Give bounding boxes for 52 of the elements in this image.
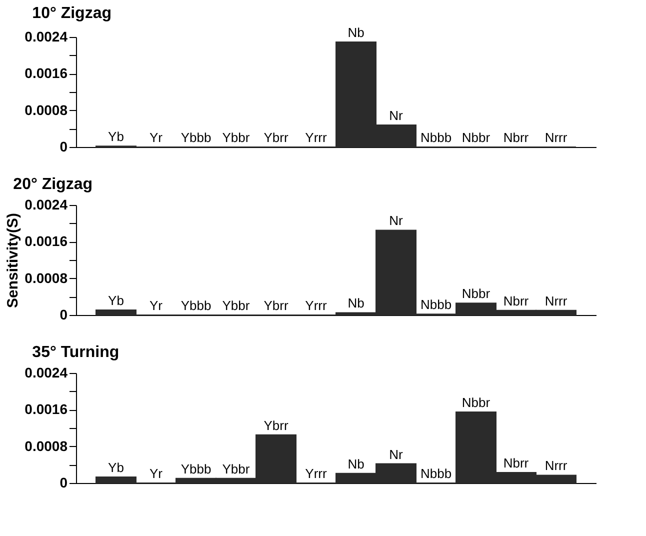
category-label: Nrrr: [544, 458, 568, 474]
chart-title: 35° Turning: [32, 344, 120, 361]
category-label: Ybrr: [264, 298, 288, 313]
category-label: Nr: [389, 446, 403, 462]
y-tick-label: 0.0008: [24, 438, 68, 454]
category-label: Nbrr: [503, 455, 529, 470]
category-label: Yb: [108, 292, 124, 308]
category-label: Yrrr: [305, 298, 327, 313]
category-label: Nbrr: [503, 293, 529, 308]
category-label: Ybbb: [180, 298, 212, 313]
category-label: Nb: [348, 296, 364, 311]
category-label: Ybbb: [180, 130, 212, 145]
category-label: Yb: [108, 129, 124, 144]
category-label: Nbbb: [420, 466, 452, 481]
category-label: Ybrr: [264, 418, 288, 433]
category-label: Nbrr: [503, 130, 529, 145]
category-label: Ybbr: [222, 461, 250, 476]
category-label: Nb: [348, 456, 364, 472]
y-tick-label: 0: [60, 474, 68, 490]
category-label: Nbbb: [420, 130, 452, 145]
y-tick-label: 0.0016: [24, 65, 68, 82]
category-label: Ybbb: [180, 461, 212, 476]
category-label: Yrrr: [305, 466, 327, 481]
y-tick-label: 0.0024: [24, 28, 68, 44]
category-label: Yr: [150, 466, 162, 481]
category-label: Yr: [150, 298, 162, 313]
chart-title: 20° Zigzag: [13, 176, 92, 193]
y-tick-label: 0.0016: [24, 401, 68, 418]
category-label: Nbbr: [462, 394, 490, 410]
y-tick-label: 0: [60, 306, 68, 322]
y-tick-label: 0.0016: [24, 233, 68, 250]
category-label: Yrrr: [305, 130, 327, 145]
y-tick-label: 0.0024: [24, 196, 68, 212]
y-axis-title: Sensitivity(S): [4, 212, 22, 308]
y-tick-label: 0.0008: [24, 270, 68, 286]
category-label: Nbbb: [420, 297, 452, 312]
category-label: Ybbr: [222, 130, 250, 145]
chart-title: 10° Zigzag: [32, 5, 112, 22]
y-tick-label: 0: [60, 138, 68, 154]
category-label: Nbbr: [462, 130, 490, 145]
category-label: Nbbr: [462, 286, 490, 302]
category-label: Nb: [348, 25, 364, 40]
category-label: Nrrr: [544, 293, 568, 308]
category-label: Ybrr: [264, 130, 288, 145]
category-label: Nr: [389, 108, 403, 123]
category-label: Nr: [389, 213, 403, 228]
y-tick-label: 0.0008: [24, 102, 68, 118]
y-tick-label: 0.0024: [24, 364, 68, 380]
category-label: Ybbr: [222, 298, 250, 313]
category-label: Nrrr: [544, 130, 568, 145]
category-label: Yb: [108, 460, 124, 476]
category-label: Yr: [150, 130, 162, 145]
